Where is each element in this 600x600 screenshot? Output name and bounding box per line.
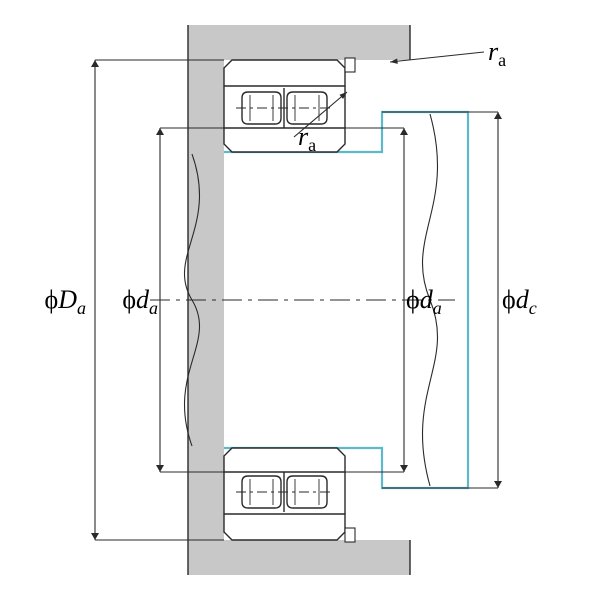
svg-text:ϕda: ϕda: [122, 285, 158, 318]
svg-text:ϕdc: ϕdc: [502, 285, 537, 318]
svg-text:ra: ra: [488, 37, 506, 70]
svg-text:ϕDa: ϕDa: [45, 285, 86, 318]
